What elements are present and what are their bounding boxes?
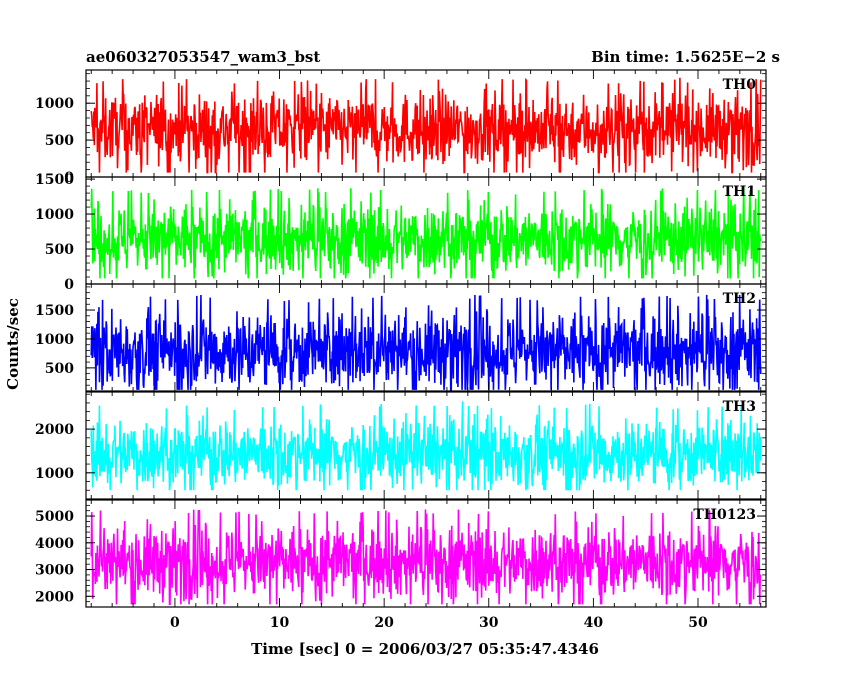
y-tick-label: 500	[45, 242, 74, 258]
panel-th0123: 2000 3000 4000 5000 TH0123	[35, 499, 767, 608]
x-axis-label: Time [sec] 0 = 2006/03/27 05:35:47.4346	[251, 640, 599, 658]
y-tick-label: 0	[64, 170, 74, 186]
bin-time-label: Bin time: 1.5625E−2 s	[591, 48, 780, 66]
channel-label-th0123: TH0123	[693, 507, 756, 523]
series-line-th0123	[90, 509, 762, 606]
channel-label-th3: TH3	[723, 399, 756, 415]
x-tick-label: 0	[170, 615, 180, 631]
series-line-th3	[90, 401, 762, 491]
channel-label-th0: TH0	[723, 77, 757, 93]
y-tick-label: 500	[45, 361, 74, 377]
y-axis-label: Counts/sec	[4, 298, 22, 390]
y-tick-label: 1500	[35, 172, 74, 188]
y-tick-label: 2000	[35, 422, 74, 438]
y-tick-label: 500	[45, 133, 74, 149]
y-tick-label: 1000	[35, 466, 74, 482]
y-tick-label: 2000	[35, 589, 74, 605]
y-tick-label: 1000	[35, 332, 74, 348]
channel-label-th2: TH2	[723, 291, 756, 307]
y-tick-label: 3000	[35, 563, 74, 579]
series-line-th0	[90, 77, 762, 174]
x-tick-label: 20	[374, 615, 394, 631]
x-tick-label: 10	[270, 615, 290, 631]
x-axis: 0 10 20 30 40 50	[170, 615, 708, 631]
y-tick-label: 1000	[35, 96, 74, 112]
x-tick-label: 40	[584, 615, 604, 631]
panel-th2: 500 1000 1500 TH2	[35, 283, 767, 392]
panel-th0: 0 500 1000 TH0	[35, 69, 767, 186]
x-tick-label: 30	[479, 615, 499, 631]
panels-group: 0 500 1000 TH0 0 500 1000 1500 TH1 500 1000 1500 TH2…	[35, 69, 767, 608]
y-tick-label: 1000	[35, 207, 74, 223]
y-tick-label: 5000	[35, 509, 74, 525]
chart-title: ae060327053547_wam3_bst	[86, 48, 320, 66]
y-tick-label: 0	[64, 277, 74, 293]
panel-th3: 1000 2000 TH3	[35, 391, 767, 500]
x-tick-label: 50	[688, 615, 708, 631]
y-tick-label: 1500	[35, 303, 74, 319]
channel-label-th1: TH1	[723, 184, 756, 200]
series-line-th2	[90, 294, 762, 391]
y-tick-label: 4000	[35, 536, 74, 552]
series-line-th1	[90, 185, 762, 279]
panel-th1: 0 500 1000 1500 TH1	[35, 172, 767, 293]
